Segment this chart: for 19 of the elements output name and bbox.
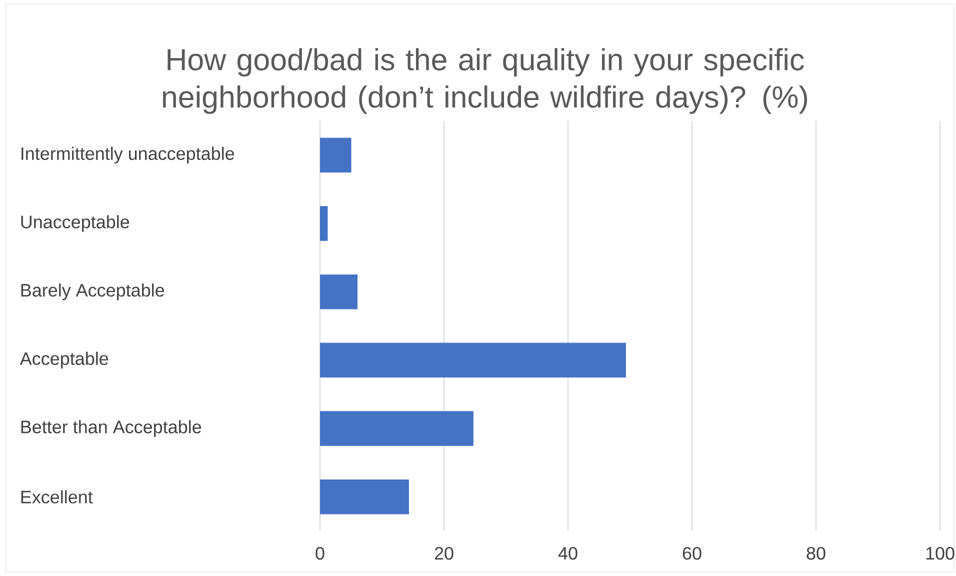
y-tick-label: Unacceptable: [21, 215, 130, 232]
x-tick-label: 0: [316, 546, 324, 560]
x-tick-label: 100: [926, 546, 954, 560]
y-tick-label: Excellent: [21, 490, 93, 504]
y-tick-label: Barely Acceptable: [21, 283, 164, 300]
bar: [320, 342, 626, 378]
bar: [320, 479, 409, 514]
x-tick-label: 80: [806, 546, 826, 560]
y-tick-label: Acceptable: [20, 352, 108, 369]
bar: [320, 138, 352, 173]
y-tick-label: Intermittently unacceptable: [22, 146, 234, 164]
x-tick-label: 60: [682, 546, 702, 560]
bar: [320, 274, 358, 310]
x-tick-label: 20: [434, 546, 454, 560]
bar: [320, 411, 474, 446]
chart-title: How good/bad is the air quality in your specific neighborhood (don’t include wildfire days)? (%): [162, 48, 807, 114]
y-tick-label: Better than Acceptable: [21, 420, 202, 437]
bar: [320, 206, 328, 241]
x-tick-label: 40: [558, 546, 578, 560]
